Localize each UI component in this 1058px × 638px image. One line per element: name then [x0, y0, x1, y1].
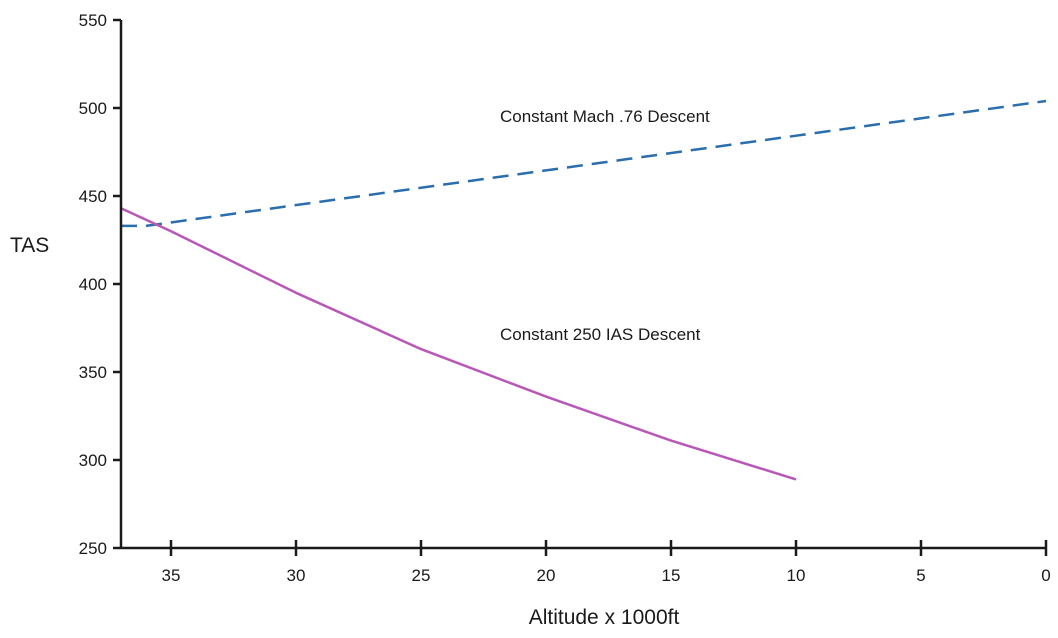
y-tick-label: 450 [79, 187, 107, 206]
x-tick-label: 10 [787, 566, 806, 585]
x-tick-label: 25 [412, 566, 431, 585]
y-tick-label: 500 [79, 99, 107, 118]
series-line-ias [120, 207, 797, 481]
y-tick-label: 400 [79, 275, 107, 294]
series-label-mach: Constant Mach .76 Descent [500, 107, 710, 126]
y-tick-label: 300 [79, 451, 107, 470]
x-tick-label: 35 [162, 566, 181, 585]
y-tick-label: 550 [79, 11, 107, 30]
x-axis-title: Altitude x 1000ft [529, 606, 680, 629]
series-label-ias: Constant 250 IAS Descent [500, 325, 701, 344]
x-tick-label: 30 [287, 566, 306, 585]
y-tick-label: 350 [79, 363, 107, 382]
x-tick-label: 5 [916, 566, 925, 585]
x-tick-label: 20 [537, 566, 556, 585]
series-line-mach [121, 99, 1047, 228]
x-tick-label: 0 [1041, 566, 1050, 585]
y-axis-title: TAS [10, 234, 49, 257]
x-tick-label: 15 [662, 566, 681, 585]
y-tick-label: 250 [79, 539, 107, 558]
